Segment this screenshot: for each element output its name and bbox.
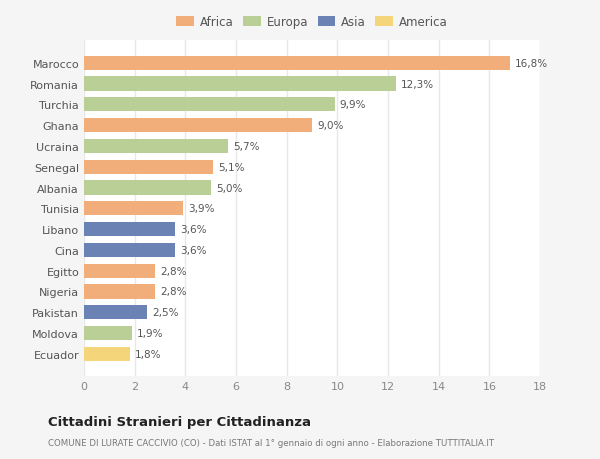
Bar	[84, 306, 148, 319]
Text: 3,9%: 3,9%	[188, 204, 214, 214]
Bar	[84, 119, 312, 133]
Text: 2,8%: 2,8%	[160, 287, 187, 297]
Text: 16,8%: 16,8%	[515, 59, 548, 68]
Bar	[84, 285, 155, 299]
Bar	[84, 202, 183, 216]
Text: 5,1%: 5,1%	[218, 162, 245, 172]
Text: 3,6%: 3,6%	[180, 246, 207, 255]
Text: 1,8%: 1,8%	[134, 349, 161, 359]
Text: 5,0%: 5,0%	[216, 183, 242, 193]
Bar	[84, 56, 509, 71]
Bar	[84, 243, 175, 257]
Text: 9,9%: 9,9%	[340, 100, 367, 110]
Bar	[84, 326, 132, 341]
Bar	[84, 77, 395, 91]
Bar	[84, 181, 211, 195]
Bar	[84, 98, 335, 112]
Text: 1,9%: 1,9%	[137, 328, 164, 338]
Bar	[84, 347, 130, 361]
Text: 5,7%: 5,7%	[233, 142, 260, 151]
Bar	[84, 160, 213, 174]
Bar	[84, 140, 229, 154]
Text: 9,0%: 9,0%	[317, 121, 343, 131]
Text: 2,5%: 2,5%	[152, 308, 179, 318]
Text: Cittadini Stranieri per Cittadinanza: Cittadini Stranieri per Cittadinanza	[48, 415, 311, 428]
Legend: Africa, Europa, Asia, America: Africa, Europa, Asia, America	[174, 14, 450, 31]
Bar	[84, 223, 175, 237]
Text: 2,8%: 2,8%	[160, 266, 187, 276]
Text: COMUNE DI LURATE CACCIVIO (CO) - Dati ISTAT al 1° gennaio di ogni anno - Elabora: COMUNE DI LURATE CACCIVIO (CO) - Dati IS…	[48, 438, 494, 448]
Text: 3,6%: 3,6%	[180, 224, 207, 235]
Bar	[84, 264, 155, 278]
Text: 12,3%: 12,3%	[401, 79, 434, 90]
